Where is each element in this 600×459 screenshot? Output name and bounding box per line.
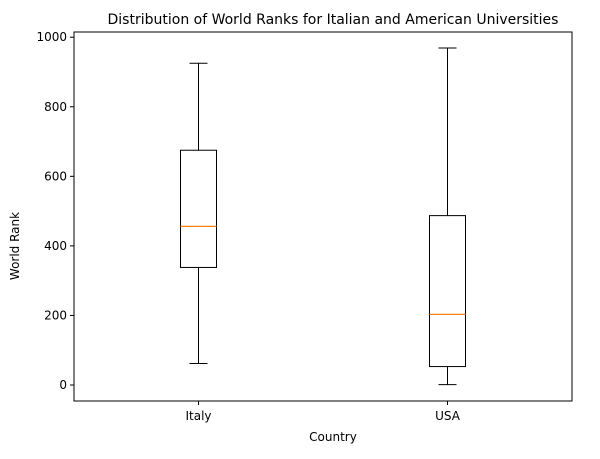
- plot-area: 0 200 400 600 800 1000 Italy USA: [36, 30, 573, 423]
- y-tick-label: 800: [44, 100, 67, 114]
- x-axis-label: Country: [309, 430, 357, 444]
- box-group-usa: [429, 47, 466, 386]
- y-axis-label: World Rank: [8, 212, 22, 280]
- iqr-box: [429, 215, 466, 368]
- axes-frame: [73, 31, 573, 402]
- box-group-italy: [180, 62, 217, 364]
- y-tick-label: 0: [59, 378, 67, 392]
- iqr-box: [180, 149, 217, 268]
- x-tick-label: USA: [435, 409, 461, 423]
- y-tick-label: 600: [44, 169, 67, 183]
- chart-title: Distribution of World Ranks for Italian …: [108, 12, 559, 28]
- x-tick-label: Italy: [185, 409, 211, 423]
- y-tick-label: 1000: [36, 30, 67, 44]
- y-tick-label: 200: [44, 308, 67, 322]
- y-tick-label: 400: [44, 239, 67, 253]
